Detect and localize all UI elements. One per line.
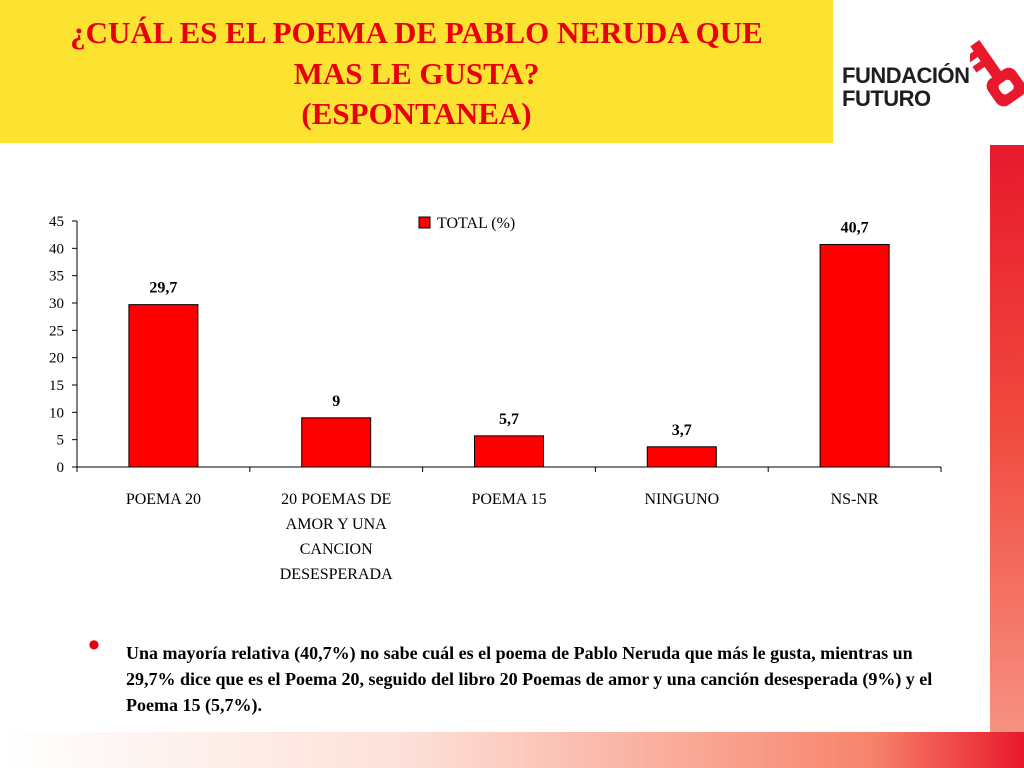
- x-category-label-line: AMOR Y UNA: [285, 516, 387, 533]
- x-category-label: NS-NR: [780, 487, 930, 512]
- y-tick-label: 35: [49, 269, 64, 285]
- y-tick-label: 10: [49, 405, 64, 421]
- x-category-label-line: DESESPERADA: [279, 566, 393, 583]
- y-tick-label: 0: [57, 460, 65, 476]
- decorative-bottom-band: [0, 732, 1024, 768]
- bullet-dot: •: [88, 626, 100, 664]
- y-tick-label: 15: [49, 378, 64, 394]
- x-category-label-line: POEMA 20: [125, 491, 201, 508]
- y-tick-label: 5: [57, 433, 65, 449]
- y-tick-label: 20: [49, 351, 64, 367]
- fundacion-futuro-logo: FUNDACIÓN FUTURO: [842, 34, 1024, 114]
- bar: [301, 417, 372, 468]
- x-category-label: 20 POEMAS DE AMOR Y UNA CANCION DESESPERADA: [261, 487, 411, 587]
- x-category-label: POEMA 20: [88, 487, 238, 512]
- decorative-right-band: [990, 145, 1024, 768]
- x-category-label: POEMA 15: [434, 487, 584, 512]
- bar: [128, 304, 199, 468]
- legend-swatch: [418, 216, 431, 229]
- data-label: 40,7: [841, 220, 869, 237]
- title-line-3: (ESPONTANEA): [301, 96, 532, 131]
- data-label: 5,7: [499, 411, 519, 428]
- x-category-label-line: 20 POEMAS DE: [281, 491, 392, 508]
- x-category-label-line: NINGUNO: [644, 491, 720, 508]
- y-tick-label: 25: [49, 323, 64, 339]
- bullet-text: Una mayoría relativa (40,7%) no sabe cuá…: [126, 643, 933, 715]
- bar-chart: 0 5 10 15 20 25 30 35 40 45 29,7 9 5,7 3,7 40,7 TOTAL…: [49, 214, 942, 476]
- title-line-2: MAS LE GUSTA?: [293, 56, 540, 91]
- title-banner: ¿CUÁL ES EL POEMA DE PABLO NERUDA QUE MA…: [0, 0, 833, 143]
- data-label: 3,7: [672, 422, 692, 439]
- data-label: 9: [332, 393, 340, 410]
- x-category-label: NINGUNO: [607, 487, 757, 512]
- x-category-label-line: NS-NR: [830, 491, 879, 508]
- bar: [819, 244, 890, 468]
- x-category-label-line: CANCION: [299, 541, 373, 558]
- data-label: 29,7: [149, 280, 177, 297]
- logo-line-2: FUTURO: [842, 86, 931, 111]
- bar: [646, 446, 717, 468]
- y-tick-label: 40: [49, 241, 64, 257]
- y-tick-label: 45: [49, 214, 64, 230]
- legend: TOTAL (%): [418, 215, 515, 232]
- legend-label: TOTAL (%): [437, 215, 515, 232]
- x-category-label-line: POEMA 15: [471, 491, 547, 508]
- title-line-1: ¿CUÁL ES EL POEMA DE PABLO NERUDA QUE: [70, 15, 763, 50]
- logo-line-1: FUNDACIÓN: [842, 63, 970, 88]
- bar: [474, 435, 544, 468]
- key-icon: [970, 40, 1024, 107]
- y-tick-label: 30: [49, 296, 64, 312]
